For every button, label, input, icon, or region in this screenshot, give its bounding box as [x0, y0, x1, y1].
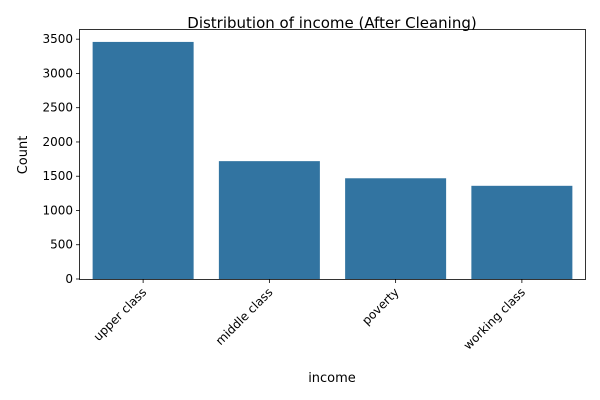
y-tick-label: 2000 — [42, 135, 73, 149]
bar — [218, 161, 320, 279]
bar — [92, 41, 194, 280]
bar — [345, 178, 447, 279]
y-tick-label: 500 — [50, 238, 73, 252]
x-axis: upper class middle class poverty working cl… — [91, 279, 528, 353]
y-tick-label: 0 — [65, 272, 73, 286]
y-tick-label: 1000 — [42, 203, 73, 217]
y-tick-label: 1500 — [42, 169, 73, 183]
y-tick-label: 3500 — [42, 32, 73, 46]
bar — [471, 185, 573, 279]
x-tick-label: poverty — [359, 285, 402, 328]
x-tick-label: upper class — [91, 285, 150, 344]
y-axis-label: Count — [16, 136, 31, 175]
plot-frame — [79, 29, 586, 280]
x-tick-label: working class — [461, 285, 528, 352]
chart-title: Distribution of income (After Cleaning) — [187, 14, 476, 32]
x-axis-label: income — [308, 371, 356, 386]
bars-group — [92, 41, 573, 280]
x-tick-label: middle class — [213, 285, 276, 348]
y-axis: 0 500 1000 1500 2000 2500 3000 3500 — [42, 32, 80, 286]
y-tick-label: 2500 — [42, 101, 73, 115]
y-tick-label: 3000 — [42, 66, 73, 80]
